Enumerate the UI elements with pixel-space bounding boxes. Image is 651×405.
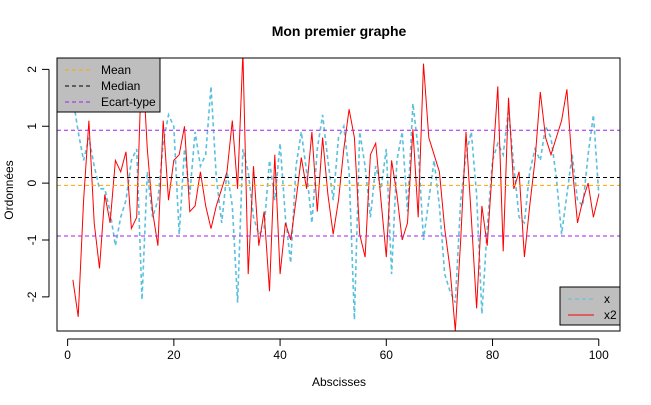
series-line-x2 — [72, 58, 600, 331]
x-tick-label: 40 — [273, 348, 287, 362]
x-tick-label: 100 — [589, 348, 609, 362]
y-tick-label: 0 — [25, 179, 39, 186]
x-axis-label: Abscisses — [312, 375, 366, 389]
y-tick-label: 1 — [25, 123, 39, 130]
x-tick-label: 20 — [167, 348, 181, 362]
x-axis: 0 20 40 60 80 100 — [64, 338, 609, 362]
y-tick-label: 2 — [25, 66, 39, 73]
legend-label: x2 — [604, 308, 617, 322]
legend-reference-lines: Mean Median Ecart-type — [56, 57, 161, 113]
chart-title: Mon premier graphe — [272, 23, 407, 39]
plot-area — [57, 58, 620, 331]
x-tick-label: 0 — [64, 348, 71, 362]
legend-label: x — [604, 292, 610, 306]
y-axis: -2 -1 0 1 2 — [25, 66, 50, 302]
x-tick-label: 60 — [380, 348, 394, 362]
y-axis-label: Ordonnées — [2, 160, 16, 219]
legend-label: Mean — [101, 63, 131, 77]
y-tick-label: -1 — [25, 234, 39, 245]
legend-label: Ecart-type — [101, 95, 156, 109]
x-tick-label: 80 — [486, 348, 500, 362]
legend-label: Median — [101, 79, 140, 93]
legend-series: x x2 — [559, 286, 621, 326]
legend-box — [559, 286, 621, 326]
legend-box — [56, 57, 161, 113]
y-tick-label: -2 — [25, 291, 39, 302]
plot-frame — [56, 57, 621, 332]
